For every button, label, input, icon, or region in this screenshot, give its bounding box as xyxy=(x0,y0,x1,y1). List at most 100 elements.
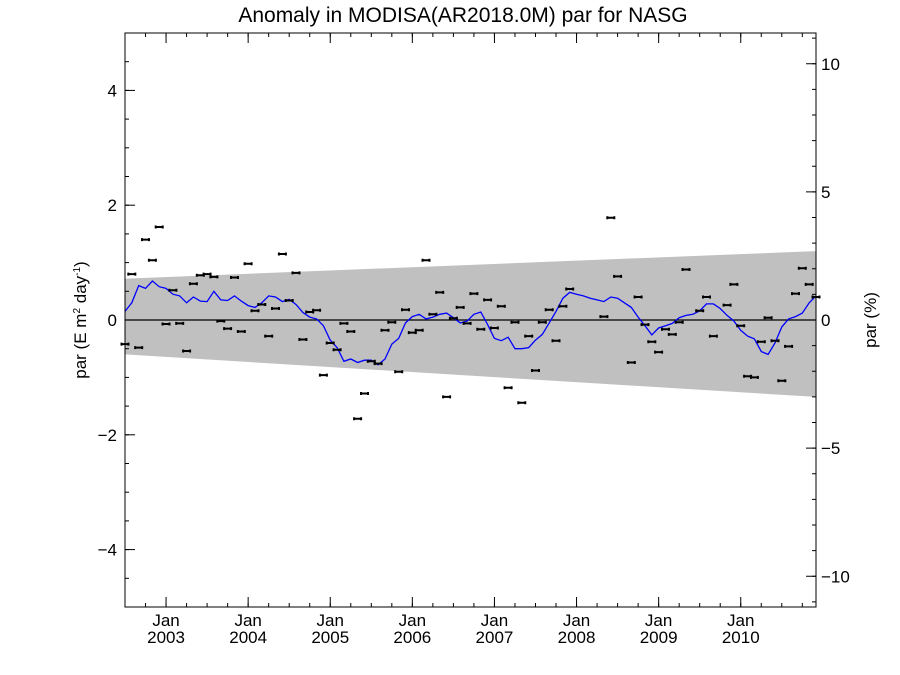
data-point-31 xyxy=(332,348,342,352)
data-point-86 xyxy=(756,340,766,344)
data-point-82 xyxy=(729,282,739,286)
data-point-5 xyxy=(154,225,164,229)
data-point-17 xyxy=(236,330,246,333)
data-point-25 xyxy=(291,271,301,275)
data-point-40 xyxy=(394,370,404,374)
x-tick-month-3: Jan xyxy=(399,611,426,630)
data-point-14 xyxy=(216,319,226,323)
right-tick-label-3: −5 xyxy=(821,439,840,458)
x-tick-year-7: 2010 xyxy=(722,628,760,647)
chart-title: Anomaly in MODISA(AR2018.0M) par for NAS… xyxy=(238,4,687,27)
x-tick-year-4: 2007 xyxy=(476,628,514,647)
data-point-44 xyxy=(421,258,431,262)
data-point-71 xyxy=(640,323,650,327)
data-point-2 xyxy=(134,346,144,350)
data-point-91 xyxy=(791,292,800,296)
data-point-37 xyxy=(373,362,383,366)
right-tick-label-4: −10 xyxy=(821,567,850,586)
data-point-65 xyxy=(565,287,575,291)
x-tick-month-7: Jan xyxy=(727,611,754,630)
data-point-80 xyxy=(708,334,718,338)
data-point-75 xyxy=(667,332,677,336)
data-point-9 xyxy=(182,349,192,353)
data-point-56 xyxy=(503,386,513,390)
left-tick-label-3: −2 xyxy=(98,426,117,445)
plot-area: 420−2−41050−5−10Jan2003Jan2004Jan2005Jan… xyxy=(98,32,850,647)
right-tick-label-1: 5 xyxy=(821,183,830,202)
data-point-6 xyxy=(161,322,171,326)
data-point-53 xyxy=(483,298,493,302)
data-point-10 xyxy=(188,282,198,286)
data-point-66 xyxy=(599,315,609,319)
data-point-16 xyxy=(230,276,239,279)
data-point-12 xyxy=(202,272,212,276)
data-point-23 xyxy=(277,252,287,256)
data-point-58 xyxy=(517,401,527,405)
x-tick-year-1: 2004 xyxy=(229,628,267,647)
data-point-24 xyxy=(284,299,294,302)
data-point-59 xyxy=(524,334,534,338)
data-point-78 xyxy=(695,309,705,313)
data-point-89 xyxy=(777,379,787,383)
left-axis-label: par (E m2 day-1) xyxy=(71,261,90,378)
data-point-18 xyxy=(243,262,253,266)
data-point-93 xyxy=(804,282,814,286)
x-tick-year-6: 2009 xyxy=(640,628,678,647)
data-point-4 xyxy=(147,258,157,262)
left-tick-label-2: 0 xyxy=(108,311,117,330)
data-point-41 xyxy=(401,308,410,312)
data-point-1 xyxy=(127,272,137,276)
data-point-90 xyxy=(784,344,794,348)
data-point-85 xyxy=(749,375,759,379)
data-point-77 xyxy=(681,268,691,271)
data-point-87 xyxy=(763,316,773,320)
data-point-50 xyxy=(462,321,472,325)
running-mean-line xyxy=(124,280,817,366)
data-point-48 xyxy=(448,316,458,320)
x-tick-year-3: 2006 xyxy=(393,628,431,647)
data-point-54 xyxy=(489,326,499,330)
x-tick-year-2: 2005 xyxy=(311,628,349,647)
x-tick-month-0: Jan xyxy=(152,611,179,630)
data-point-45 xyxy=(428,312,438,316)
data-point-33 xyxy=(346,330,356,333)
data-point-70 xyxy=(633,295,643,299)
x-tick-month-2: Jan xyxy=(317,611,344,630)
data-point-81 xyxy=(722,303,732,307)
data-point-43 xyxy=(414,328,424,332)
data-point-39 xyxy=(387,320,397,324)
left-tick-label-0: 4 xyxy=(108,81,117,100)
data-point-7 xyxy=(168,288,178,292)
data-point-35 xyxy=(360,392,369,395)
data-point-57 xyxy=(510,320,520,324)
data-point-46 xyxy=(435,290,445,294)
data-point-72 xyxy=(647,340,657,344)
x-tick-month-5: Jan xyxy=(563,611,590,630)
right-tick-label-0: 10 xyxy=(821,55,840,74)
data-point-30 xyxy=(325,341,335,345)
data-point-74 xyxy=(661,327,670,331)
data-point-55 xyxy=(496,304,506,308)
data-point-64 xyxy=(558,304,568,308)
data-point-92 xyxy=(797,266,807,270)
left-tick-label-1: 2 xyxy=(108,196,117,215)
right-tick-label-2: 0 xyxy=(821,311,830,330)
data-point-67 xyxy=(606,216,616,220)
data-point-88 xyxy=(770,339,780,343)
x-tick-month-6: Jan xyxy=(645,611,672,630)
data-point-32 xyxy=(339,321,349,325)
data-point-28 xyxy=(312,308,322,312)
data-point-34 xyxy=(353,417,363,421)
x-tick-year-5: 2008 xyxy=(558,628,596,647)
data-point-47 xyxy=(442,395,452,399)
x-tick-month-4: Jan xyxy=(481,611,508,630)
data-point-73 xyxy=(654,350,664,354)
data-point-61 xyxy=(537,320,547,324)
data-point-21 xyxy=(264,334,274,338)
data-point-68 xyxy=(613,274,623,278)
data-point-26 xyxy=(298,338,308,341)
left-tick-label-4: −4 xyxy=(98,541,117,560)
data-point-8 xyxy=(175,321,185,325)
data-point-19 xyxy=(250,309,260,313)
